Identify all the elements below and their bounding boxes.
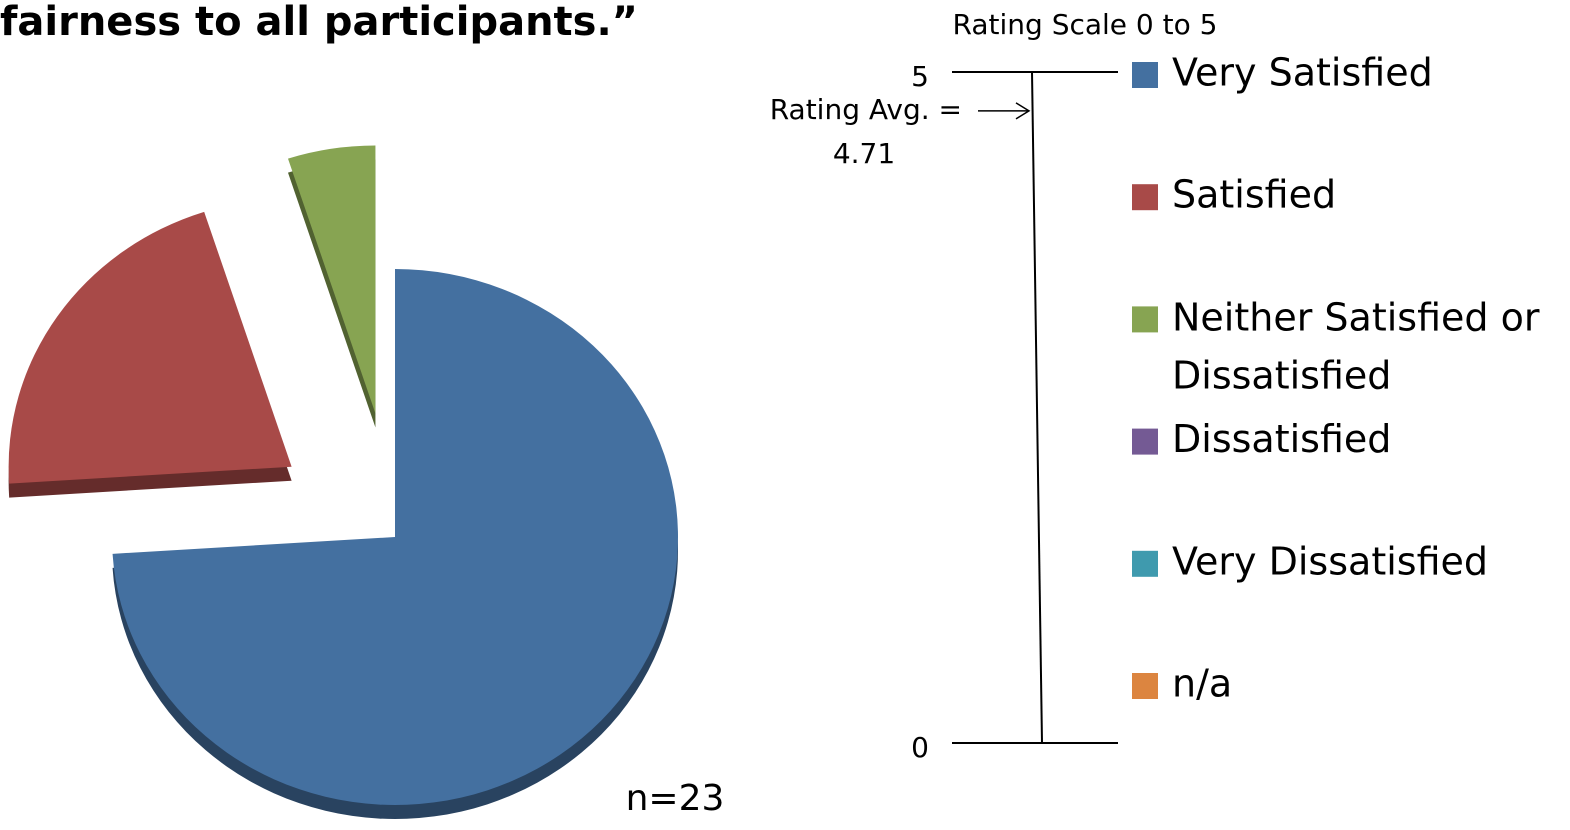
slice	[8, 211, 292, 484]
legend-swatch	[1132, 184, 1158, 211]
scale-tick-label: 5	[911, 60, 929, 93]
legend-swatch	[1132, 62, 1158, 88]
slice	[287, 145, 376, 414]
legend-swatch	[1132, 306, 1158, 333]
legend-label: Dissatisfied	[1172, 417, 1391, 461]
legend-label: Very Dissatisfied	[1172, 539, 1488, 583]
chart-title: fairness to all participants.”	[0, 0, 638, 45]
legend-swatch	[1132, 550, 1158, 577]
scale-title: Rating Scale 0 to 5	[953, 8, 1218, 41]
legend-label: Neither Satisfied or Dissatisfied	[1172, 295, 1552, 397]
average-arrowhead	[1015, 102, 1031, 120]
legend-label: Very Satisfied	[1172, 51, 1433, 95]
legend-label: n/a	[1172, 662, 1232, 706]
slice	[112, 269, 678, 806]
sample-note: n=23	[626, 778, 725, 819]
legend-label: Satisfied	[1172, 173, 1336, 217]
scale-tick-label: 0	[911, 731, 929, 764]
legend-swatch	[1132, 673, 1158, 699]
average-value: 4.71	[833, 137, 895, 170]
scale-axis	[1031, 71, 1043, 744]
legend-swatch	[1132, 428, 1158, 455]
average-label: Rating Avg. =	[770, 93, 962, 126]
